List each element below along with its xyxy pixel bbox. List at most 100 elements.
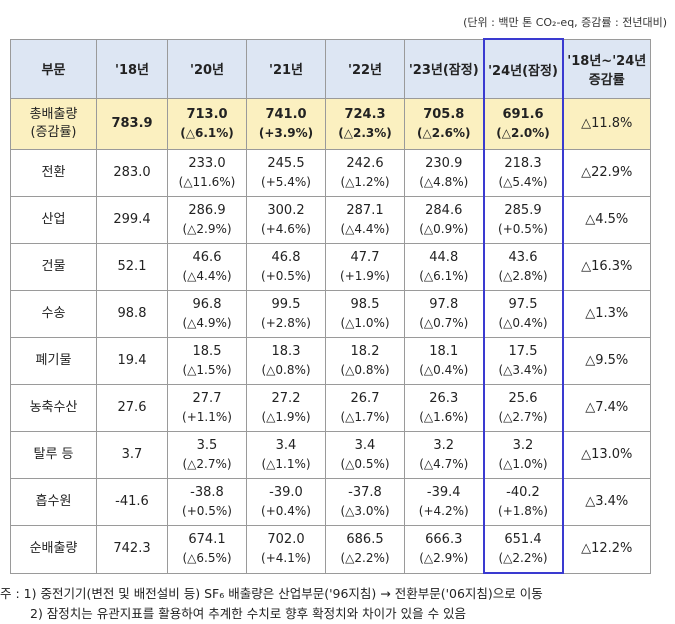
value-cell-2023: 26.3 (△1.6%) [404, 384, 484, 432]
table-row: 전환 283.0 233.0 (△11.6%) 245.5 (+5.4%) 242.6 (△1… [10, 149, 651, 197]
change-2023: (△0.4%) [419, 363, 469, 377]
total-change-cell: △16.3% [562, 243, 651, 291]
value-2022: 686.5 [346, 532, 384, 548]
value-2021: 46.8 [271, 250, 301, 265]
change-2023: (△2.6%) [417, 126, 471, 140]
value-cell-2022: 18.2 (△0.8%) [325, 337, 405, 385]
change-2020: (△2.7%) [182, 457, 232, 471]
value-2018: -41.6 [115, 494, 149, 509]
change-2024: (△3.4%) [498, 363, 548, 377]
value-cell-2018: 742.3 [96, 525, 168, 574]
value-2022: 287.1 [346, 203, 384, 218]
total-change-cell: △11.8% [562, 98, 651, 150]
value-cell-2021: 46.8 (+0.5%) [246, 243, 326, 291]
sector-name: 순배출량 [29, 541, 78, 557]
sector-name: 탈루 등 [33, 447, 74, 462]
value-cell-2024: 3.2 (△1.0%) [482, 431, 564, 479]
value-2021: 245.5 [267, 156, 305, 171]
value-2024: 285.9 [504, 203, 542, 218]
value-cell-2022: 47.7 (+1.9%) [325, 243, 405, 291]
change-2023: (△0.9%) [419, 222, 469, 236]
total-change-cell: △7.4% [562, 384, 651, 432]
value-2020: 96.8 [192, 297, 222, 312]
change-2024: (△5.4%) [498, 175, 548, 189]
change-2022: (△2.3%) [338, 126, 392, 140]
value-cell-2020: 286.9 (△2.9%) [167, 196, 247, 244]
value-cell-2020: 713.0 (△6.1%) [167, 98, 247, 150]
table-row: 폐기물 19.4 18.5 (△1.5%) 18.3 (△0.8%) 18.2 (△0.8%)… [10, 337, 651, 385]
change-2024: (△2.2%) [498, 551, 548, 565]
header-2022: '22년 [325, 38, 405, 99]
value-2023: 97.8 [429, 297, 459, 312]
total-change-cell: △22.9% [562, 149, 651, 197]
value-cell-2023: 284.6 (△0.9%) [404, 196, 484, 244]
value-cell-2024: 218.3 (△5.4%) [482, 149, 564, 197]
value-2023: 3.2 [433, 438, 455, 453]
value-cell-2020: 674.1 (△6.5%) [167, 525, 247, 574]
value-cell-2023: 44.8 (△6.1%) [404, 243, 484, 291]
change-2023: (△2.9%) [419, 551, 469, 566]
change-2023: (+4.2%) [418, 504, 469, 518]
table-row: 흡수원 -41.6 -38.8 (+0.5%) -39.0 (+0.4%) -37.8 (△3… [10, 478, 651, 526]
change-2021: (+5.4%) [261, 175, 311, 189]
value-cell-2018: -41.6 [96, 478, 168, 526]
value-cell-2018: 98.8 [96, 290, 168, 338]
value-2020: 27.7 [192, 391, 222, 406]
change-2022: (△3.0%) [340, 504, 390, 518]
value-cell-2021: 245.5 (+5.4%) [246, 149, 326, 197]
value-cell-2020: 233.0 (△11.6%) [167, 149, 247, 197]
value-cell-2023: 666.3 (△2.9%) [404, 525, 484, 574]
value-cell-2023: 97.8 (△0.7%) [404, 290, 484, 338]
change-2022: (△1.2%) [340, 175, 390, 189]
table-row: 농축수산 27.6 27.7 (+1.1%) 27.2 (△1.9%) 26.7 (△1.7%… [10, 384, 651, 432]
value-cell-2018: 19.4 [96, 337, 168, 385]
value-2021: 741.0 [265, 107, 307, 122]
sector-name: 전환 [41, 165, 66, 180]
change-2023: (△1.6%) [419, 410, 469, 424]
change-2022: (+1.9%) [340, 269, 390, 283]
change-2022: (△1.0%) [340, 316, 390, 330]
change-2021: (+3.9%) [258, 126, 314, 140]
change-2020: (△1.5%) [182, 363, 232, 377]
value-2024: 43.6 [508, 250, 538, 265]
total-change: △16.3% [581, 259, 633, 274]
value-cell-2024: 97.5 (△0.4%) [482, 290, 564, 338]
value-2023: 44.8 [429, 250, 459, 265]
footnote-1: 주 : 1) 중전기기(변전 및 배전설비 등) SF₆ 배출량은 산업부문('… [0, 586, 543, 601]
value-2021: -39.0 [269, 485, 303, 500]
value-cell-2024: 651.4 (△2.2%) [482, 525, 564, 574]
value-2020: 3.5 [196, 438, 218, 453]
value-2018: 3.7 [121, 447, 143, 462]
value-cell-2024: 17.5 (△3.4%) [482, 337, 564, 385]
value-2018: 52.1 [117, 259, 147, 274]
value-cell-2022: -37.8 (△3.0%) [325, 478, 405, 526]
total-change: △12.2% [581, 541, 633, 557]
change-2020: (△4.4%) [182, 269, 232, 283]
change-2021: (+0.4%) [261, 504, 311, 518]
value-cell-2024: -40.2 (+1.8%) [482, 478, 564, 526]
change-2020: (△2.9%) [182, 222, 232, 236]
value-cell-2022: 98.5 (△1.0%) [325, 290, 405, 338]
change-2023: (△4.8%) [419, 175, 469, 189]
value-2024: -40.2 [506, 485, 540, 500]
change-2024: (△2.7%) [498, 410, 548, 424]
value-2018: 742.3 [113, 541, 151, 557]
value-cell-2021: 99.5 (+2.8%) [246, 290, 326, 338]
change-2021: (△1.9%) [261, 410, 311, 424]
sector-name: 건물 [41, 259, 66, 274]
value-cell-2021: 300.2 (+4.6%) [246, 196, 326, 244]
total-change-cell: △4.5% [562, 196, 651, 244]
total-change: △4.5% [585, 212, 629, 227]
value-2024: 17.5 [508, 344, 538, 359]
value-cell-2020: -38.8 (+0.5%) [167, 478, 247, 526]
value-cell-2020: 46.6 (△4.4%) [167, 243, 247, 291]
value-cell-2018: 299.4 [96, 196, 168, 244]
value-2021: 3.4 [275, 438, 297, 453]
table-row: 순배출량 742.3 674.1 (△6.5%) 702.0 (+4.1%) 686.5 (△… [10, 525, 651, 574]
change-2021: (+0.5%) [261, 269, 311, 283]
change-2024: (+1.8%) [498, 504, 548, 518]
change-2020: (△6.1%) [180, 126, 234, 140]
change-2024: (△2.8%) [498, 269, 548, 283]
value-cell-2021: -39.0 (+0.4%) [246, 478, 326, 526]
change-2022: (△1.7%) [340, 410, 390, 424]
